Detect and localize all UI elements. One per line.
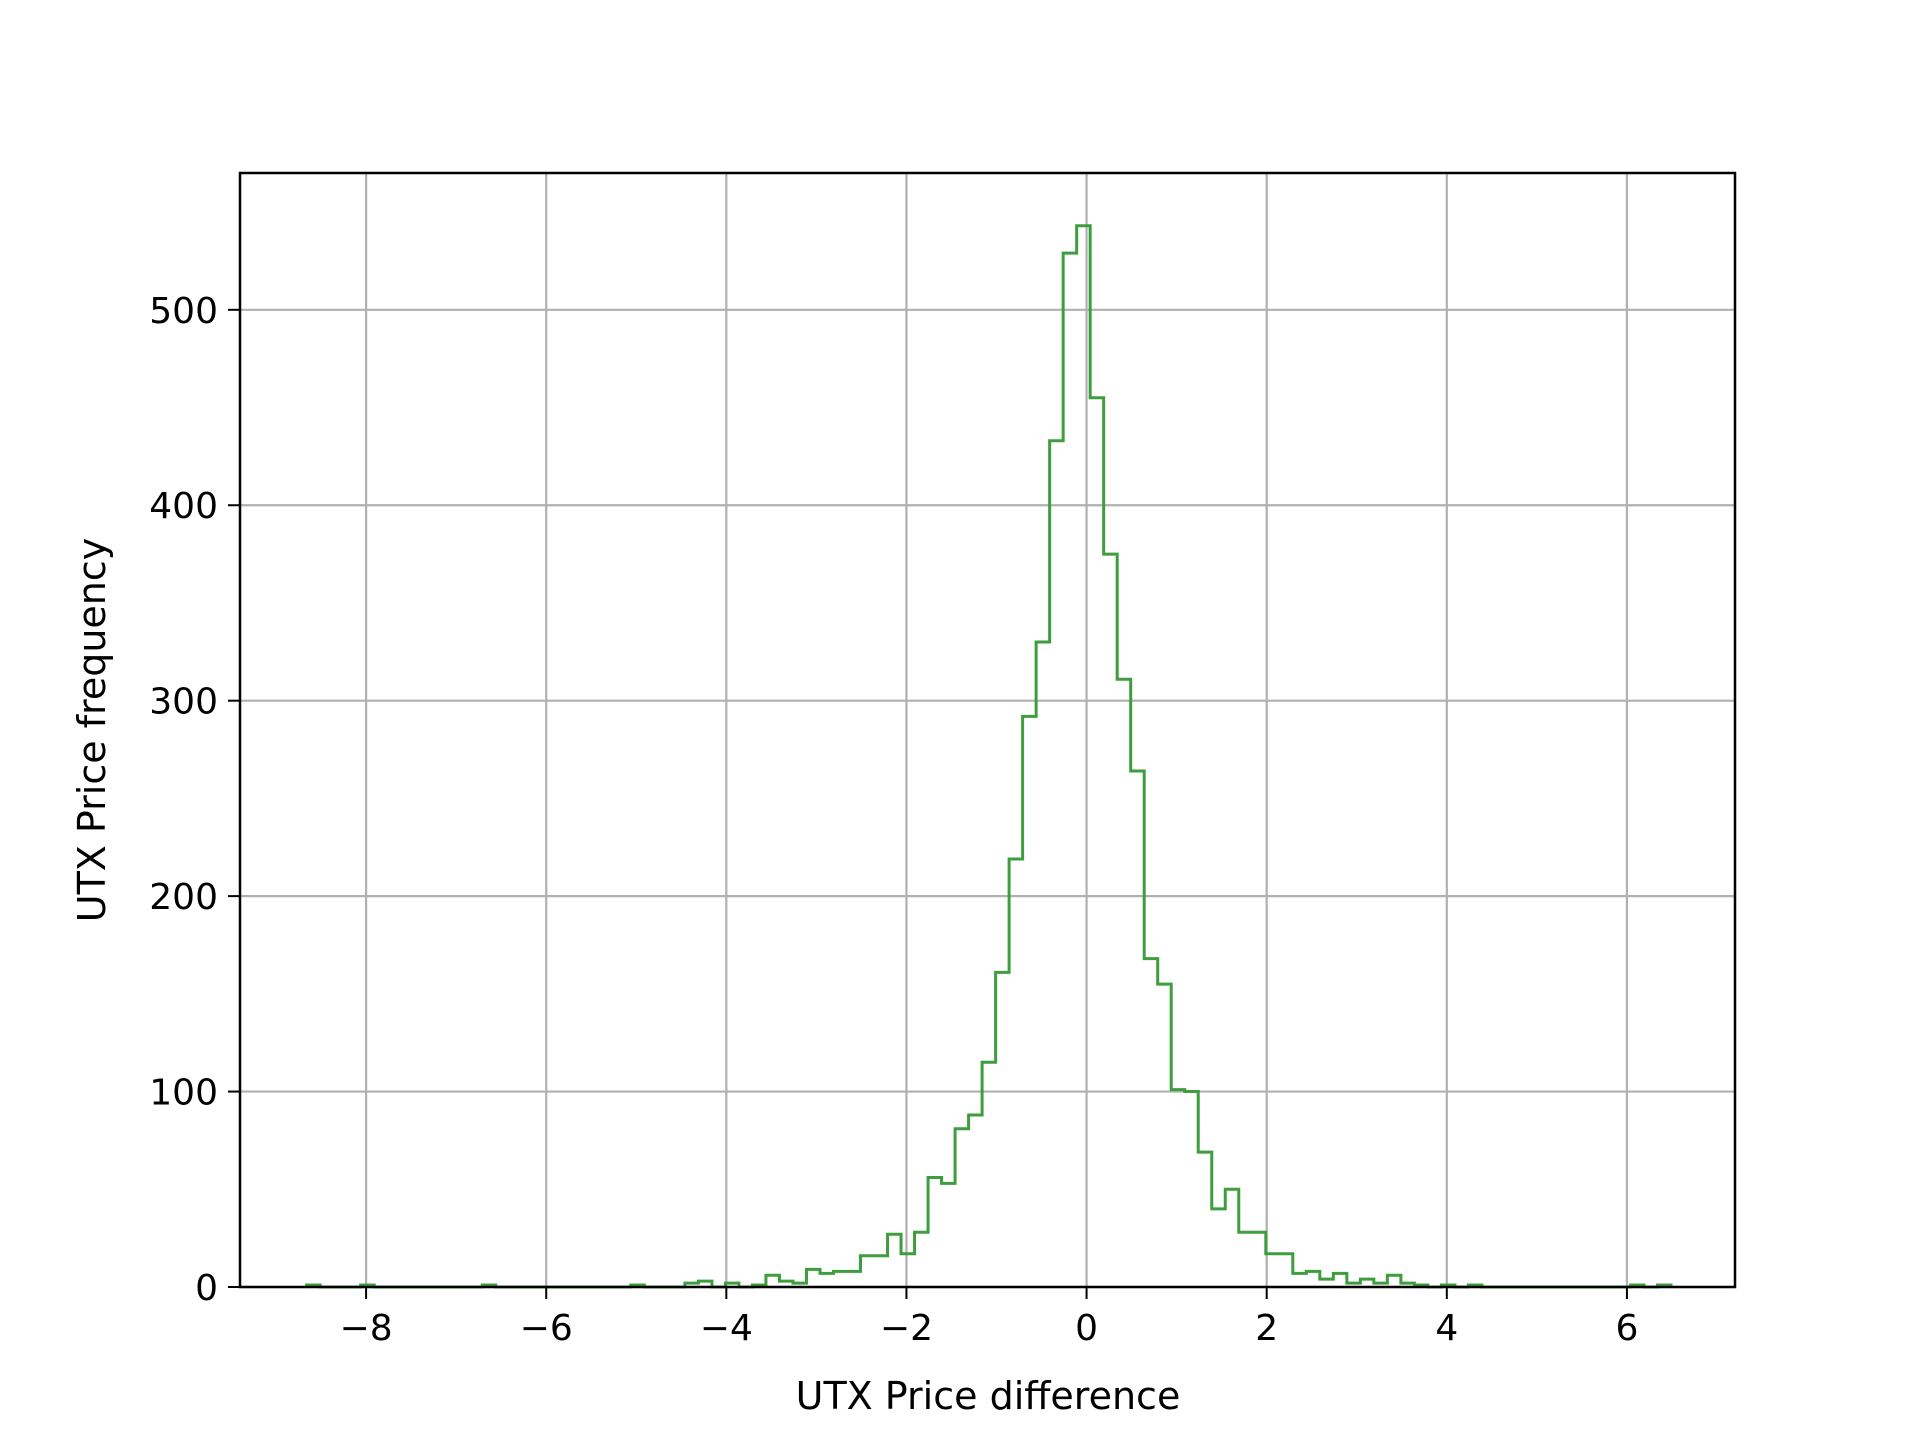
x-tick-label: 2 — [1255, 1308, 1278, 1349]
y-tick-label: 0 — [195, 1268, 218, 1309]
y-tick-label: 500 — [149, 291, 218, 332]
x-tick-label: −2 — [880, 1308, 933, 1349]
y-tick-label: 100 — [149, 1073, 218, 1114]
x-tick-label: −6 — [520, 1308, 573, 1349]
y-tick-label: 200 — [149, 877, 218, 918]
x-tick-label: 6 — [1615, 1308, 1638, 1349]
plot-frame — [238, 171, 1737, 1289]
x-tick-label: 4 — [1435, 1308, 1458, 1349]
grid — [240, 173, 1735, 1289]
x-tick-label: 0 — [1075, 1308, 1098, 1349]
y-tick-label: 400 — [149, 486, 218, 527]
x-axis-label: UTX Price difference — [796, 1374, 1181, 1418]
x-axis: −8 −6 −4 −2 0 2 4 6 — [340, 1287, 1638, 1349]
y-tick-label: 300 — [149, 682, 218, 723]
x-tick-label: −4 — [700, 1308, 753, 1349]
x-tick-label: −8 — [340, 1308, 393, 1349]
y-axis: 0 100 200 300 400 500 — [149, 291, 240, 1309]
y-axis-label: UTX Price frequency — [70, 538, 114, 923]
